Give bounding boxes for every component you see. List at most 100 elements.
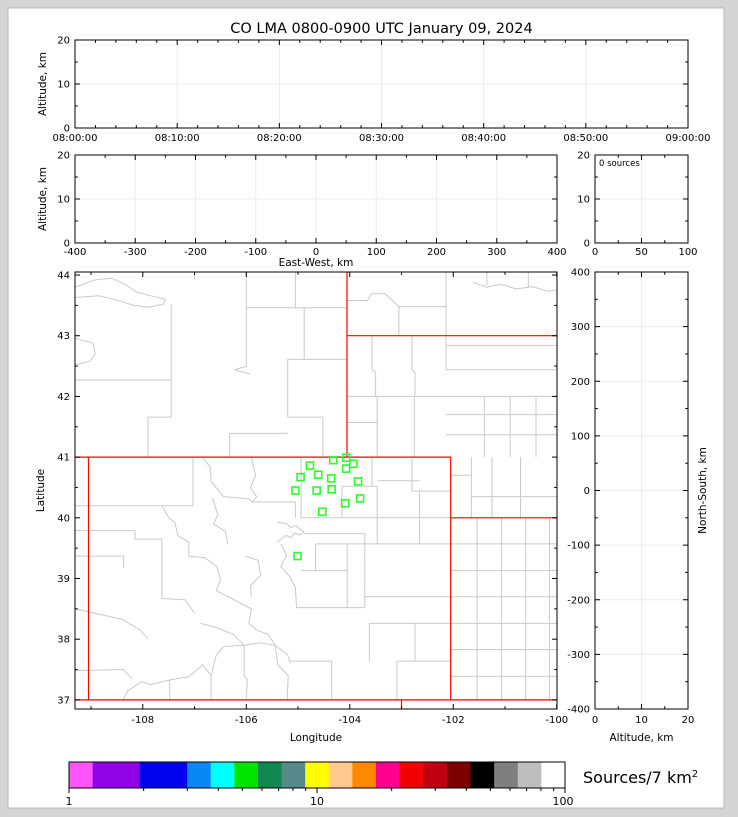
tick-label: 43 <box>57 331 70 342</box>
panel-gridlines <box>75 40 688 128</box>
source-marker <box>318 507 327 517</box>
source-marker <box>291 486 300 495</box>
colorbar-label-superscript: 2 <box>692 769 698 780</box>
x-axis-label: Altitude, km <box>609 732 673 744</box>
tick-label: -100 <box>244 247 267 258</box>
colorbar-block <box>423 762 448 788</box>
tick-label: 08:10:00 <box>155 133 200 144</box>
map-content <box>75 272 557 709</box>
colorbar-block <box>376 762 401 788</box>
colorbar-block <box>352 762 377 788</box>
axis-ticks <box>75 272 558 709</box>
tick-label: 08:40:00 <box>461 133 506 144</box>
tick-label: 08:50:00 <box>563 133 608 144</box>
tick-label: 50 <box>635 247 648 258</box>
source-marker <box>328 455 338 465</box>
tick-label: 0 <box>592 247 598 258</box>
source-marker <box>353 477 363 486</box>
tick-label: 42 <box>57 392 70 403</box>
colorbar-ticks <box>68 788 566 793</box>
source-marker <box>341 453 351 463</box>
state-borders <box>75 272 557 709</box>
colorbar-tick-label: 1 <box>66 795 73 808</box>
tick-label: 10 <box>577 195 590 206</box>
y-axis-label: Latitude <box>35 469 47 512</box>
tick-label: 300 <box>571 322 590 333</box>
panel-gridlines <box>75 155 557 243</box>
colorbar-tick-label: 100 <box>553 795 574 808</box>
source-marker <box>327 484 336 494</box>
tick-label: 0 <box>64 239 70 250</box>
source-marker <box>305 461 315 470</box>
source-marker <box>326 474 336 483</box>
source-marker <box>296 472 305 482</box>
tick-label: 44 <box>57 271 70 282</box>
tick-label: -400 <box>64 247 87 258</box>
tick-label: 10 <box>57 195 70 206</box>
tick-label: -108 <box>131 715 154 726</box>
tick-label: -100 <box>545 715 568 726</box>
y-axis-label: Altitude, km <box>37 167 49 231</box>
tick-label: 100 <box>678 247 697 258</box>
tick-label: 20 <box>57 151 70 162</box>
colorbar-block <box>210 762 235 788</box>
colorbar-block <box>163 762 188 788</box>
figure-canvas <box>8 8 724 808</box>
tick-label: 0 <box>584 486 590 497</box>
colorbar-block <box>541 762 566 788</box>
source-marker <box>341 464 351 473</box>
tick-label: 20 <box>577 151 590 162</box>
tick-label: -102 <box>442 715 465 726</box>
tick-label: 300 <box>487 247 506 258</box>
colorbar-block <box>92 762 117 788</box>
source-marker <box>355 494 365 503</box>
colorbar-block <box>116 762 141 788</box>
axis-ticks <box>594 154 689 244</box>
source-marker <box>349 459 358 469</box>
panel-gridlines <box>595 155 688 243</box>
tick-label: 0 <box>584 239 590 250</box>
tick-label: 37 <box>57 695 70 706</box>
tick-label: -200 <box>567 595 590 606</box>
tick-label: -104 <box>338 715 361 726</box>
tick-label: 10 <box>57 80 70 91</box>
panel-map-frame <box>74 271 558 710</box>
colorbar-block <box>446 762 472 788</box>
panel-gridlines <box>595 272 688 709</box>
axis-ticks <box>594 271 689 710</box>
colorbar-block <box>281 762 306 788</box>
source-markers <box>291 453 365 561</box>
tick-label: 200 <box>427 247 446 258</box>
source-marker <box>313 470 323 480</box>
tick-label: 41 <box>57 453 70 464</box>
colorbar-label: Sources/7 km2 <box>583 768 698 787</box>
tick-label: 20 <box>57 36 70 47</box>
tick-label: -100 <box>567 541 590 552</box>
colorbar-block <box>470 762 495 788</box>
tick-label: 08:00:00 <box>53 133 98 144</box>
y-axis-label: North-South, km <box>697 447 709 534</box>
tick-label: -300 <box>124 247 147 258</box>
tick-label: 0 <box>64 124 70 135</box>
y-axis-label: Altitude, km <box>37 52 49 116</box>
tick-label: -200 <box>184 247 207 258</box>
colorbar-block <box>494 762 519 788</box>
tick-label: 0 <box>313 247 319 258</box>
tick-label: 200 <box>571 377 590 388</box>
tick-label: 38 <box>57 635 70 646</box>
tick-label: 0 <box>592 715 598 726</box>
colorbar-block <box>234 762 259 788</box>
tick-label: 08:30:00 <box>359 133 404 144</box>
colorbar-block <box>305 762 330 788</box>
canvas-edge <box>7 7 725 809</box>
tick-label: 400 <box>571 268 590 279</box>
x-axis-label: East-West, km <box>279 257 354 269</box>
tick-label: 100 <box>367 247 386 258</box>
colorbar-block <box>69 762 94 788</box>
axis-ticks <box>74 39 689 129</box>
tick-label: 10 <box>635 715 648 726</box>
tick-label: 400 <box>547 247 566 258</box>
tick-label: 20 <box>682 715 695 726</box>
